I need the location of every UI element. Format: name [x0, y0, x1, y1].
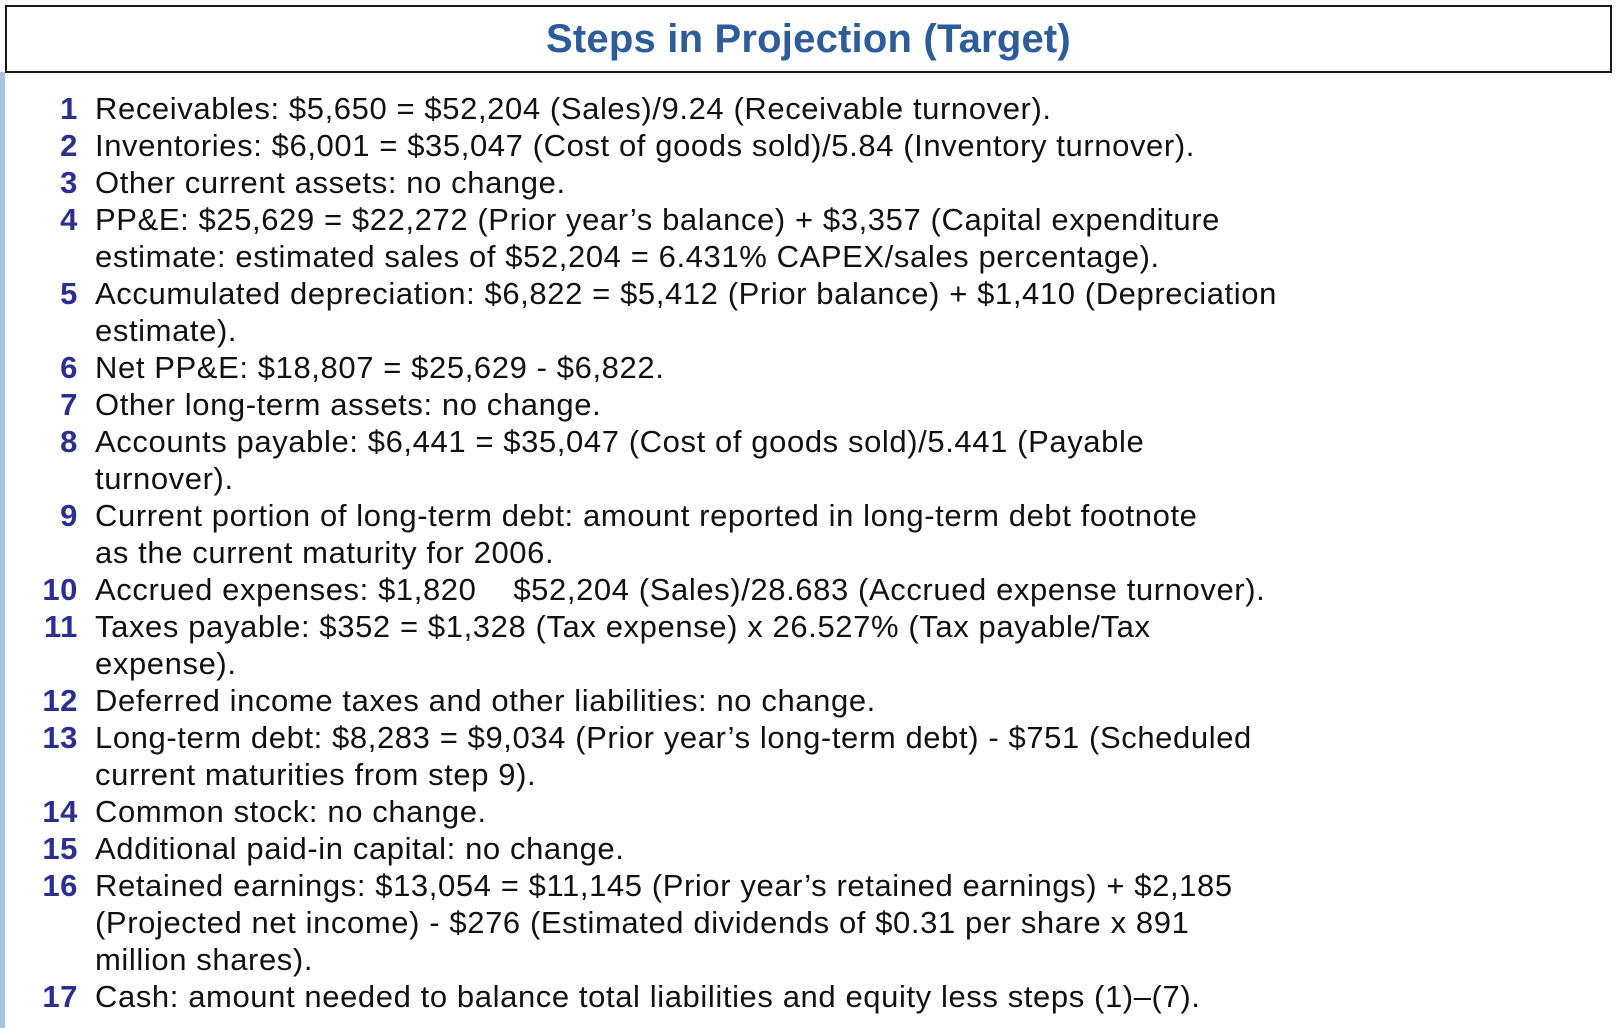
- step-number: 14: [42, 794, 78, 829]
- step-text: Net PP&E: $18,807 = $25,629 - $6,822.: [95, 349, 1595, 386]
- step-number: 2: [60, 128, 78, 163]
- step-item: 7 Other long-term assets: no change.: [0, 386, 1600, 423]
- step-number: 12: [42, 683, 78, 718]
- step-item: 10 Accrued expenses: $1,820 $52,204 (Sale…: [0, 571, 1600, 608]
- step-text: Receivables: $5,650 = $52,204 (Sales)/9.…: [95, 90, 1595, 127]
- step-item: 2 Inventories: $6,001 = $35,047 (Cost of …: [0, 127, 1600, 164]
- step-number: 15: [42, 831, 78, 866]
- step-text-line: Retained earnings: $13,054 = $11,145 (Pr…: [95, 868, 1233, 903]
- step-text: Deferred income taxes and other liabilit…: [95, 682, 1595, 719]
- step-item: 13 Long-term debt: $8,283 = $9,034 (Prior…: [0, 719, 1600, 793]
- step-text: Current portion of long-term debt: amoun…: [95, 497, 1595, 571]
- step-number: 9: [60, 498, 78, 533]
- step-text: Additional paid-in capital: no change.: [95, 830, 1595, 867]
- step-item: 16 Retained earnings: $13,054 = $11,145 (…: [0, 867, 1600, 978]
- step-item: 9 Current portion of long-term debt: amou…: [0, 497, 1600, 571]
- step-item: 14 Common stock: no change.: [0, 793, 1600, 830]
- step-number: 6: [60, 350, 78, 385]
- step-item: 1 Receivables: $5,650 = $52,204 (Sales)/9…: [0, 90, 1600, 127]
- step-text-line: Inventories: $6,001 = $35,047 (Cost of g…: [95, 128, 1195, 163]
- step-number: 5: [60, 276, 78, 311]
- step-text: Retained earnings: $13,054 = $11,145 (Pr…: [95, 867, 1595, 978]
- step-text: Accounts payable: $6,441 = $35,047 (Cost…: [95, 423, 1595, 497]
- step-number: 4: [60, 202, 78, 237]
- step-item: 12 Deferred income taxes and other liabil…: [0, 682, 1600, 719]
- step-number: 17: [42, 979, 78, 1014]
- step-text: PP&E: $25,629 = $22,272 (Prior year’s ba…: [95, 201, 1595, 275]
- step-item: 11 Taxes payable: $352 = $1,328 (Tax expe…: [0, 608, 1600, 682]
- step-item: 8 Accounts payable: $6,441 = $35,047 (Cos…: [0, 423, 1600, 497]
- step-item: 17 Cash: amount needed to balance total l…: [0, 978, 1600, 1015]
- step-text-line: Current portion of long-term debt: amoun…: [95, 498, 1198, 533]
- step-text-line: expense).: [95, 646, 237, 681]
- step-text: Common stock: no change.: [95, 793, 1595, 830]
- step-text-line: Long-term debt: $8,283 = $9,034 (Prior y…: [95, 720, 1252, 755]
- step-text-line: Additional paid-in capital: no change.: [95, 831, 625, 866]
- step-text: Inventories: $6,001 = $35,047 (Cost of g…: [95, 127, 1595, 164]
- step-text-line: (Projected net income) - $276 (Estimated…: [95, 905, 1190, 940]
- page-title: Steps in Projection (Target): [546, 16, 1071, 61]
- step-number: 10: [42, 572, 78, 607]
- step-item: 3 Other current assets: no change.: [0, 164, 1600, 201]
- step-number: 1: [60, 91, 78, 126]
- step-number: 8: [60, 424, 78, 459]
- step-text-line: PP&E: $25,629 = $22,272 (Prior year’s ba…: [95, 202, 1220, 237]
- step-text: Long-term debt: $8,283 = $9,034 (Prior y…: [95, 719, 1595, 793]
- step-item: 5 Accumulated depreciation: $6,822 = $5,4…: [0, 275, 1600, 349]
- step-text-line: as the current maturity for 2006.: [95, 535, 555, 570]
- step-text: Taxes payable: $352 = $1,328 (Tax expens…: [95, 608, 1595, 682]
- step-item: 15 Additional paid-in capital: no change.: [0, 830, 1600, 867]
- step-text-line: Other long-term assets: no change.: [95, 387, 602, 422]
- step-number: 11: [44, 609, 78, 644]
- step-item: 4 PP&E: $25,629 = $22,272 (Prior year’s b…: [0, 201, 1600, 275]
- step-text-line: Common stock: no change.: [95, 794, 487, 829]
- step-item: 6 Net PP&E: $18,807 = $25,629 - $6,822.: [0, 349, 1600, 386]
- step-text: Other long-term assets: no change.: [95, 386, 1595, 423]
- step-text: Accrued expenses: $1,820 $52,204 (Sales)…: [95, 571, 1595, 608]
- step-text-line: Deferred income taxes and other liabilit…: [95, 683, 876, 718]
- step-text-line: current maturities from step 9).: [95, 757, 537, 792]
- steps-list: 1 Receivables: $5,650 = $52,204 (Sales)/9…: [0, 90, 1600, 1015]
- step-text-line: Other current assets: no change.: [95, 165, 566, 200]
- step-text-line: estimate: estimated sales of $52,204 = 6…: [95, 239, 1160, 274]
- step-text-line: Accrued expenses: $1,820 $52,204 (Sales)…: [95, 572, 1266, 607]
- step-text: Other current assets: no change.: [95, 164, 1595, 201]
- step-number: 7: [60, 387, 78, 422]
- step-text-line: Receivables: $5,650 = $52,204 (Sales)/9.…: [95, 91, 1052, 126]
- step-text-line: Cash: amount needed to balance total lia…: [95, 979, 1201, 1014]
- step-number: 13: [42, 720, 78, 755]
- step-text-line: million shares).: [95, 942, 314, 977]
- step-text-line: turnover).: [95, 461, 234, 496]
- step-number: 16: [42, 868, 78, 903]
- step-text: Accumulated depreciation: $6,822 = $5,41…: [95, 275, 1595, 349]
- title-box: Steps in Projection (Target): [5, 5, 1612, 73]
- step-text-line: Taxes payable: $352 = $1,328 (Tax expens…: [95, 609, 1151, 644]
- left-accent-bar: [0, 72, 5, 1028]
- step-text-line: Net PP&E: $18,807 = $25,629 - $6,822.: [95, 350, 665, 385]
- step-text-line: Accumulated depreciation: $6,822 = $5,41…: [95, 276, 1277, 311]
- step-text-line: estimate).: [95, 313, 238, 348]
- step-text-line: Accounts payable: $6,441 = $35,047 (Cost…: [95, 424, 1145, 459]
- step-number: 3: [60, 165, 78, 200]
- step-text: Cash: amount needed to balance total lia…: [95, 978, 1595, 1015]
